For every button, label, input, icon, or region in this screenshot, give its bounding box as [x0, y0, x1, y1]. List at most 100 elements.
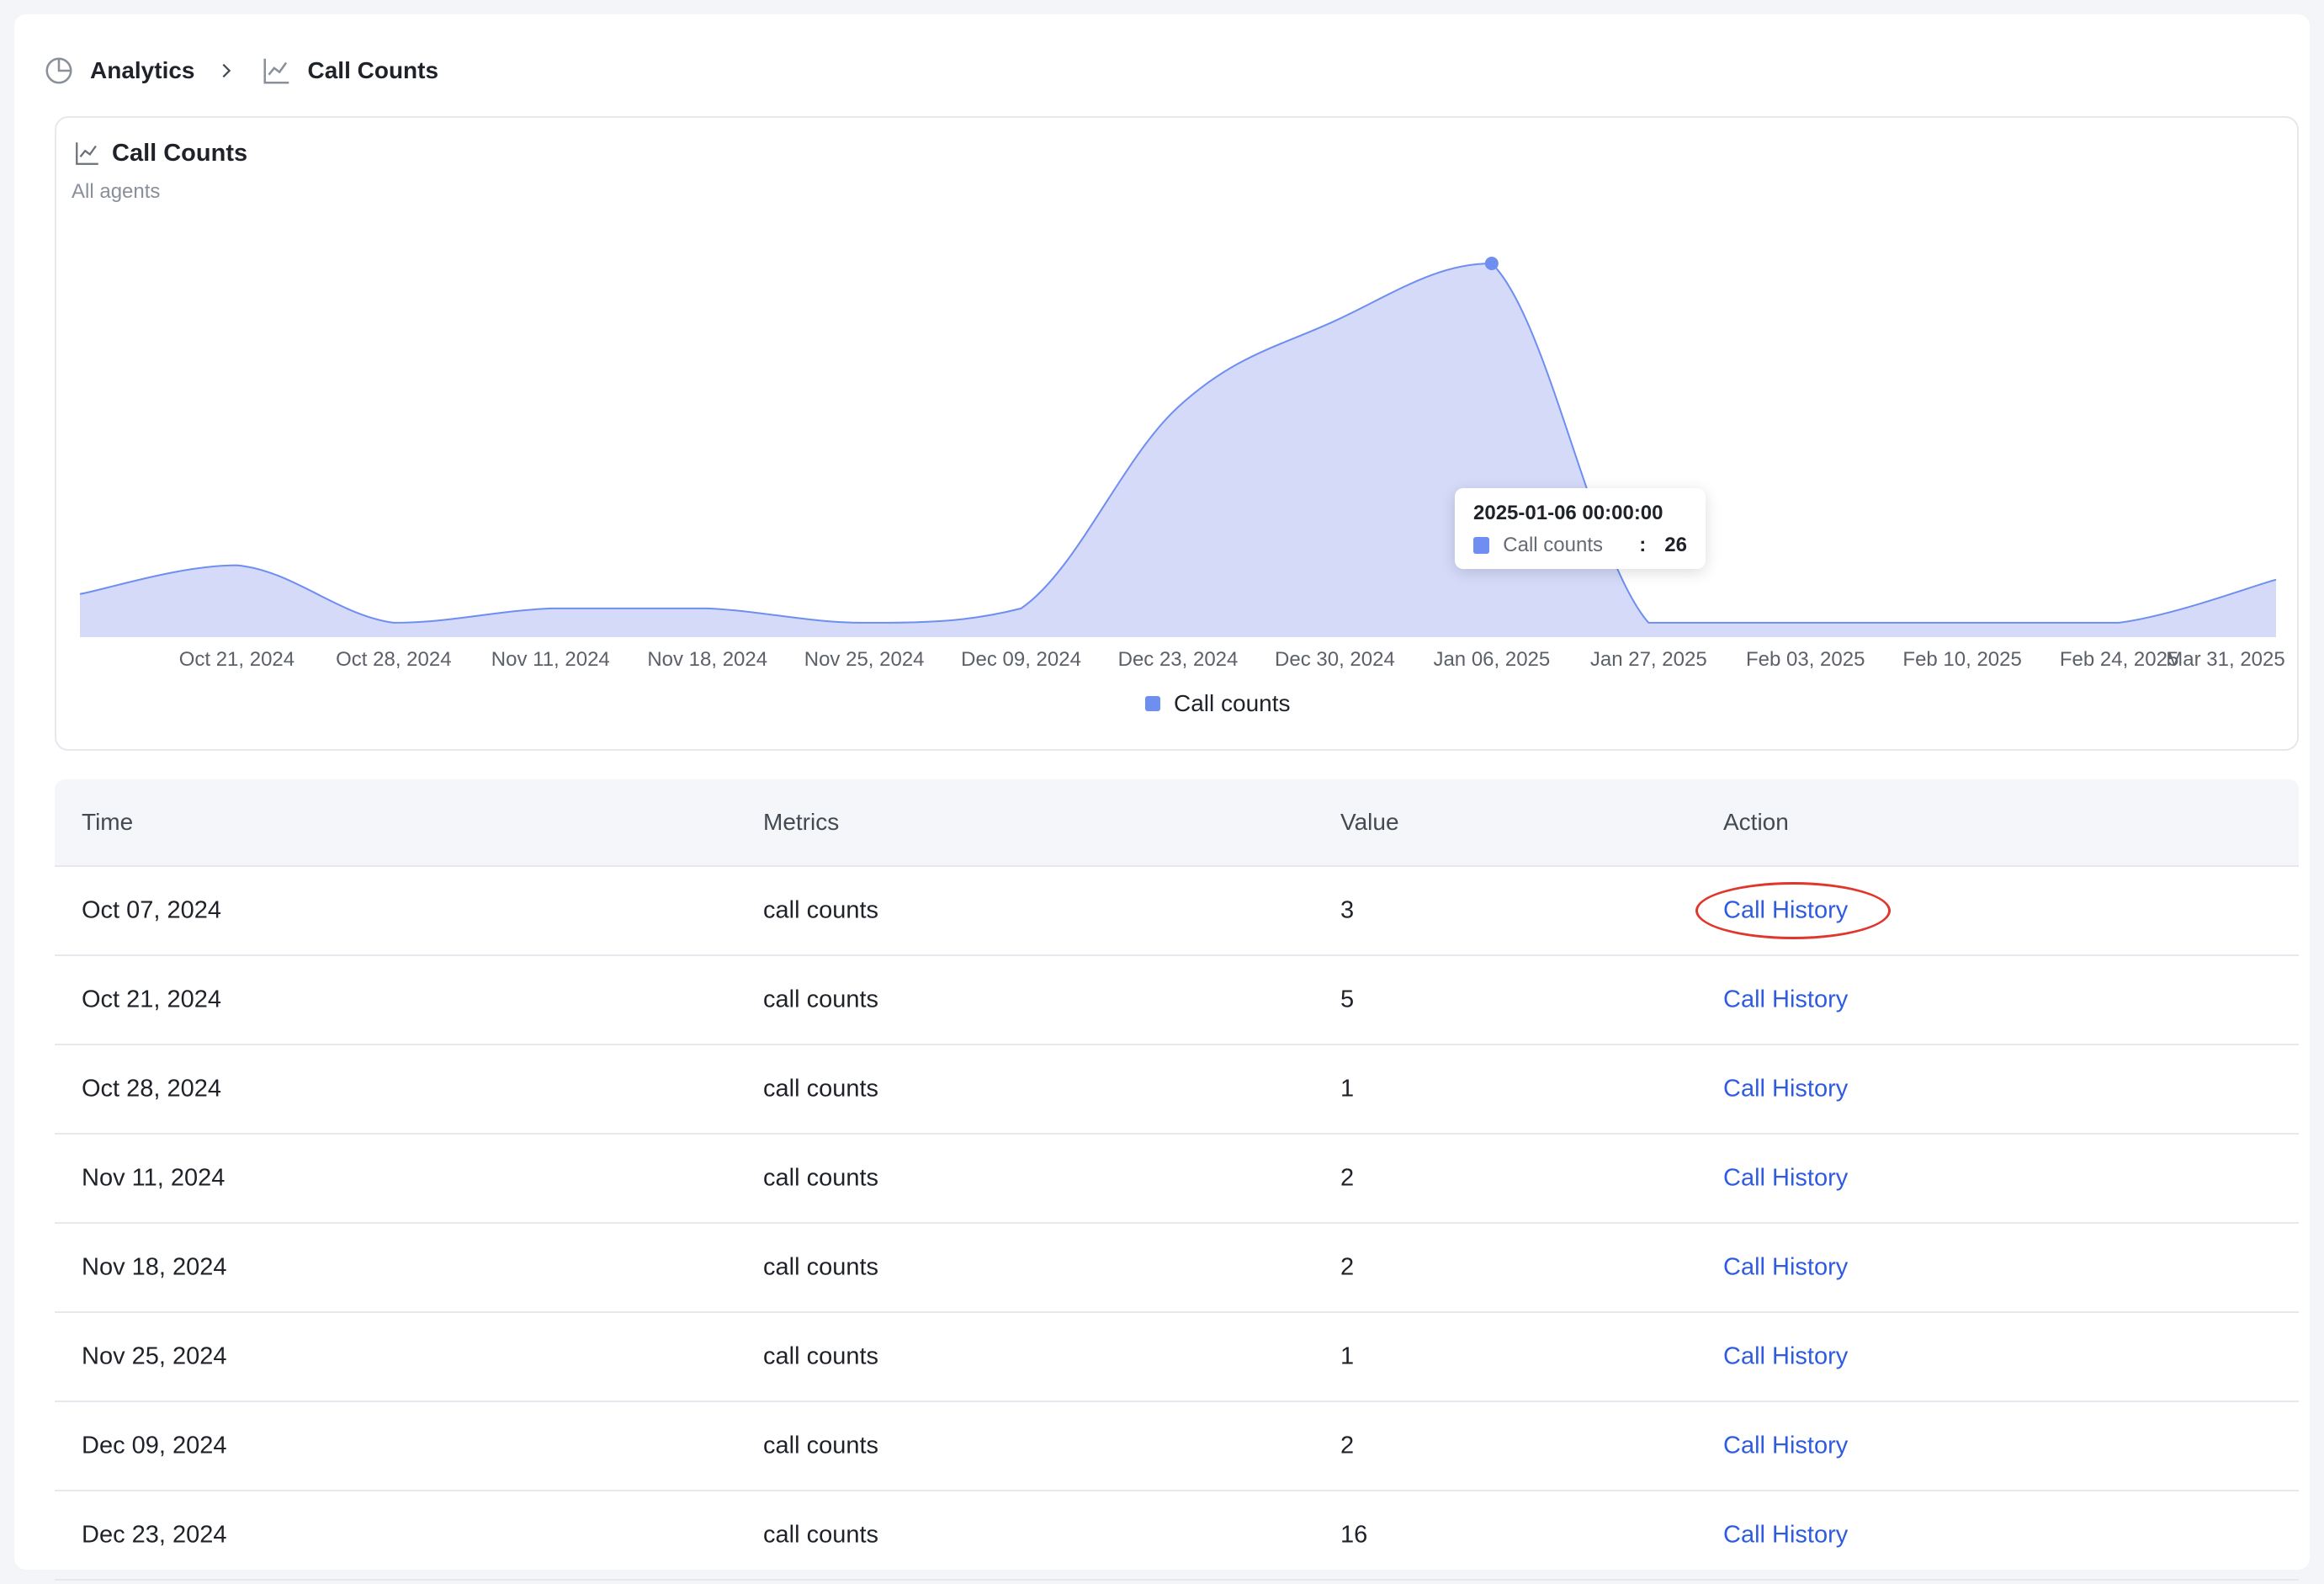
call-history-link[interactable]: Call History — [1723, 1164, 1849, 1192]
chart-subtitle: All agents — [72, 180, 161, 203]
table-row: Nov 18, 2024 call counts 2 Call History — [55, 1224, 2299, 1313]
header-time: Time — [82, 809, 134, 835]
data-point[interactable] — [1170, 399, 1186, 416]
chart-tooltip: 2025-01-06 00:00:00 Call counts : 26 — [1455, 488, 1706, 569]
cell-value: 2 — [1340, 1164, 1355, 1192]
x-tick-label: Nov 25, 2024 — [804, 648, 925, 671]
call-history-link[interactable]: Call History — [1723, 1432, 1849, 1459]
cell-metric: call counts — [763, 1164, 879, 1192]
call-history-link[interactable]: Call History — [1723, 1253, 1849, 1281]
call-counts-chart: Oct 21, 2024 Oct 28, 2024 Nov 11, 2024 Nov … — [72, 257, 2285, 671]
tooltip-row: Call counts : 26 — [1473, 534, 1687, 557]
cell-time: Nov 18, 2024 — [82, 1253, 227, 1281]
cell-time: Oct 21, 2024 — [82, 986, 222, 1013]
table-header: Time Metrics Value Action — [55, 779, 2299, 867]
chart-legend[interactable]: Call counts — [1145, 690, 1291, 717]
breadcrumb-call-counts: Call Counts — [307, 57, 439, 83]
call-counts-table: Time Metrics Value Action Oct 07, 2024 ca… — [55, 779, 2299, 1581]
breadcrumb: Analytics Call Counts — [43, 41, 438, 100]
cell-value: 1 — [1340, 1342, 1355, 1370]
table-row: Oct 21, 2024 call counts 5 Call History — [55, 956, 2299, 1045]
table-row: Oct 07, 2024 call counts 3 Call History — [55, 867, 2299, 956]
chart-card: Oct 21, 2024 Oct 28, 2024 Nov 11, 2024 Nov … — [55, 116, 2299, 751]
data-point[interactable] — [228, 557, 245, 574]
cell-value: 2 — [1340, 1253, 1355, 1281]
data-point[interactable] — [1954, 614, 1971, 631]
cell-value: 16 — [1340, 1521, 1368, 1549]
cell-value: 5 — [1340, 986, 1355, 1013]
pie-chart-icon — [43, 55, 75, 87]
highlighted-data-point[interactable] — [1484, 257, 1499, 270]
cell-metric: call counts — [763, 1342, 879, 1370]
tooltip-title: 2025-01-06 00:00:00 — [1473, 502, 1663, 524]
data-point[interactable] — [1013, 600, 1030, 617]
call-history-link[interactable]: Call History — [1723, 986, 1849, 1013]
breadcrumb-analytics[interactable]: Analytics — [90, 57, 195, 83]
cell-time: Oct 07, 2024 — [82, 896, 222, 924]
data-point[interactable] — [2111, 614, 2128, 631]
data-point[interactable] — [385, 614, 402, 631]
x-tick-label: Dec 30, 2024 — [1275, 648, 1395, 671]
x-tick-label: Jan 06, 2025 — [1433, 648, 1550, 671]
cell-metric: call counts — [763, 1432, 879, 1459]
legend-label: Call counts — [1174, 690, 1291, 716]
cell-metric: call counts — [763, 896, 879, 924]
series-line — [79, 262, 2277, 624]
data-point[interactable] — [699, 600, 716, 617]
cell-metric: call counts — [763, 986, 879, 1013]
x-tick-label: Nov 11, 2024 — [491, 648, 610, 671]
call-history-link[interactable]: Call History — [1723, 1075, 1849, 1103]
call-history-link[interactable]: Call History — [1723, 1342, 1849, 1370]
tooltip-series: Call counts — [1503, 534, 1604, 556]
x-tick-label: Oct 21, 2024 — [179, 648, 294, 671]
data-point[interactable] — [1326, 312, 1343, 329]
x-tick-label: Feb 10, 2025 — [1902, 648, 2021, 671]
x-tick-label: Feb 03, 2025 — [1746, 648, 1865, 671]
header-action: Action — [1723, 809, 1789, 835]
cell-time: Oct 28, 2024 — [82, 1075, 222, 1103]
tooltip-separator: : — [1639, 534, 1647, 556]
cell-time: Dec 09, 2024 — [82, 1432, 227, 1459]
data-point[interactable] — [542, 600, 559, 617]
header-metrics: Metrics — [763, 809, 840, 835]
x-tick-label: Dec 23, 2024 — [1118, 648, 1239, 671]
x-tick-label: Nov 18, 2024 — [647, 648, 767, 671]
call-history-link[interactable]: Call History — [1723, 896, 1849, 924]
table-row: Oct 28, 2024 call counts 1 Call History — [55, 1045, 2299, 1135]
cell-value: 2 — [1340, 1432, 1355, 1459]
area-fill — [80, 263, 2276, 637]
tooltip-value: 26 — [1664, 534, 1687, 556]
cell-time: Nov 11, 2024 — [82, 1164, 226, 1192]
line-chart-icon — [73, 139, 102, 167]
table-row: Nov 11, 2024 call counts 2 Call History — [55, 1135, 2299, 1224]
x-tick-label: Dec 09, 2024 — [961, 648, 1081, 671]
chevron-right-icon — [217, 61, 236, 80]
line-chart-icon — [261, 55, 293, 87]
x-tick-label: Mar 31, 2025 — [2166, 648, 2284, 671]
data-point[interactable] — [72, 586, 88, 603]
tooltip-swatch — [1473, 537, 1490, 554]
x-tick-label: Feb 24, 2025 — [2060, 648, 2178, 671]
cell-time: Dec 23, 2024 — [82, 1521, 227, 1549]
chart-title-text: Call Counts — [112, 139, 248, 167]
x-tick-label: Jan 27, 2025 — [1590, 648, 1707, 671]
data-point[interactable] — [1640, 614, 1657, 631]
table-row: Nov 25, 2024 call counts 1 Call History — [55, 1313, 2299, 1402]
legend-swatch — [1145, 696, 1160, 711]
data-point[interactable] — [856, 614, 873, 631]
call-history-link[interactable]: Call History — [1723, 1521, 1849, 1549]
cell-value: 3 — [1340, 896, 1355, 924]
table-body: Oct 07, 2024 call counts 3 Call History Oct … — [55, 867, 2299, 1581]
data-point[interactable] — [2268, 571, 2284, 588]
header-value: Value — [1340, 809, 1399, 835]
cell-metric: call counts — [763, 1253, 879, 1281]
analytics-page: Analytics Call Counts Oct 21, 2024 Oct 28… — [14, 14, 2310, 1581]
x-tick-label: Oct 28, 2024 — [336, 648, 451, 671]
cell-value: 1 — [1340, 1075, 1355, 1103]
table-row: Dec 09, 2024 call counts 2 Call History — [55, 1402, 2299, 1491]
cell-metric: call counts — [763, 1075, 879, 1103]
table-row: Dec 23, 2024 call counts 16 Call History — [55, 1491, 2299, 1581]
chart-title: Call Counts — [73, 139, 247, 167]
cell-metric: call counts — [763, 1521, 879, 1549]
data-point[interactable] — [1797, 614, 1814, 631]
